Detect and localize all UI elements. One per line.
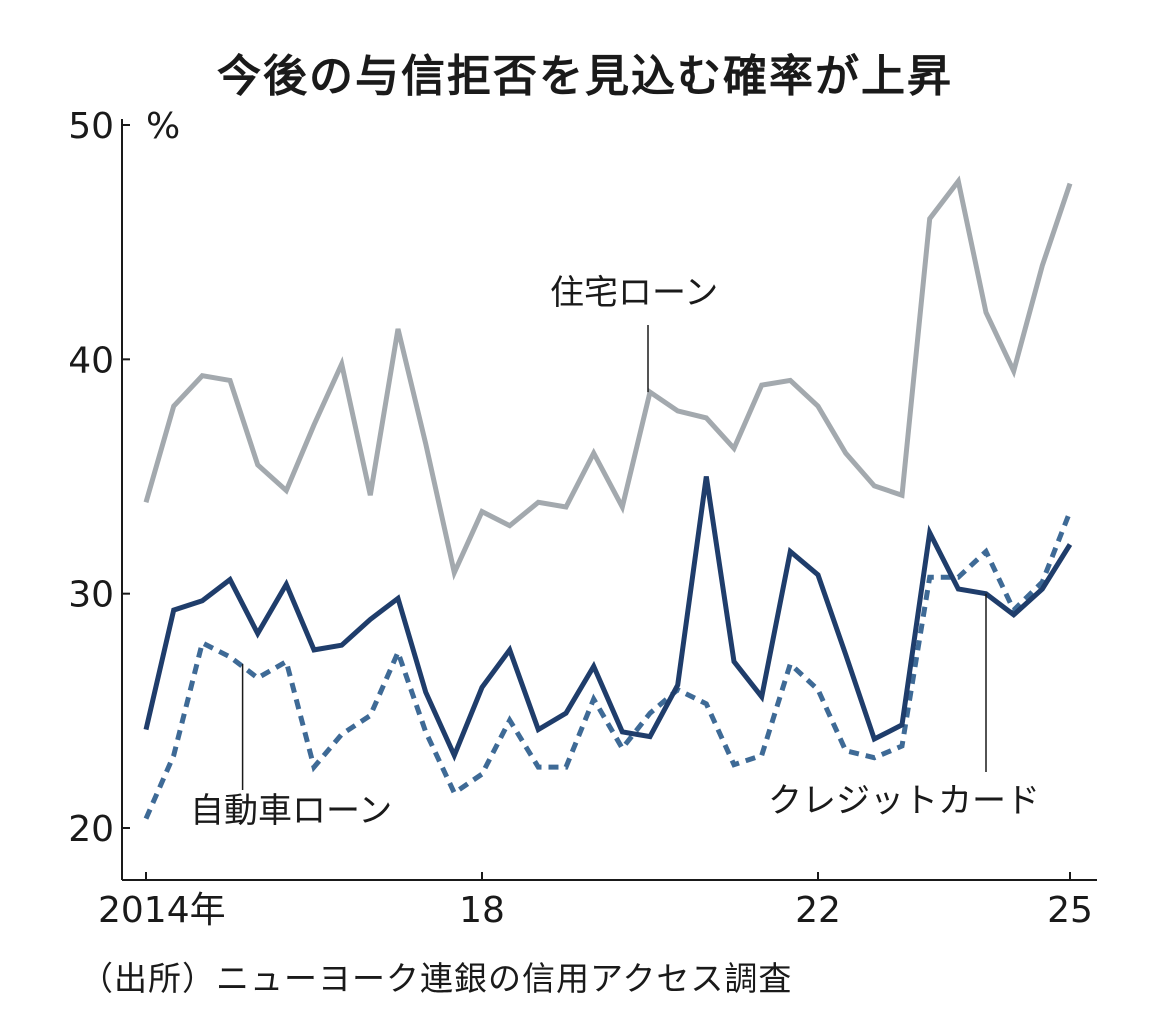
y-tick-label: 40 (68, 340, 114, 381)
y-tick-label: 20 (68, 809, 114, 850)
series-line-credit-card (143, 510, 1073, 820)
x-tick-label: 25 (1047, 890, 1093, 931)
y-unit-label: % (146, 106, 180, 147)
series-line-housing-loan (143, 175, 1073, 581)
y-tick-label: 50 (68, 106, 114, 147)
x-tick-label: 2014年 (98, 890, 226, 931)
series-lines (143, 175, 1073, 820)
y-tick-label: 30 (68, 575, 114, 616)
axes: 20 30 40 50 % 2014年 18 22 25 (68, 106, 1097, 931)
x-tick-label: 18 (459, 890, 505, 931)
chart-title: 今後の与信拒否を見込む確率が上昇 (217, 51, 953, 102)
series-label-housing-loan: 住宅ローン (550, 273, 718, 313)
series-line-auto-loan (143, 476, 1073, 762)
x-tick-label: 22 (795, 890, 841, 931)
series-label-credit-card: クレジットカード (768, 781, 1040, 821)
series-label-auto-loan: 自動車ローン (190, 791, 392, 831)
source-note: （出所）ニューヨーク連銀の信用アクセス調査 (80, 959, 793, 998)
